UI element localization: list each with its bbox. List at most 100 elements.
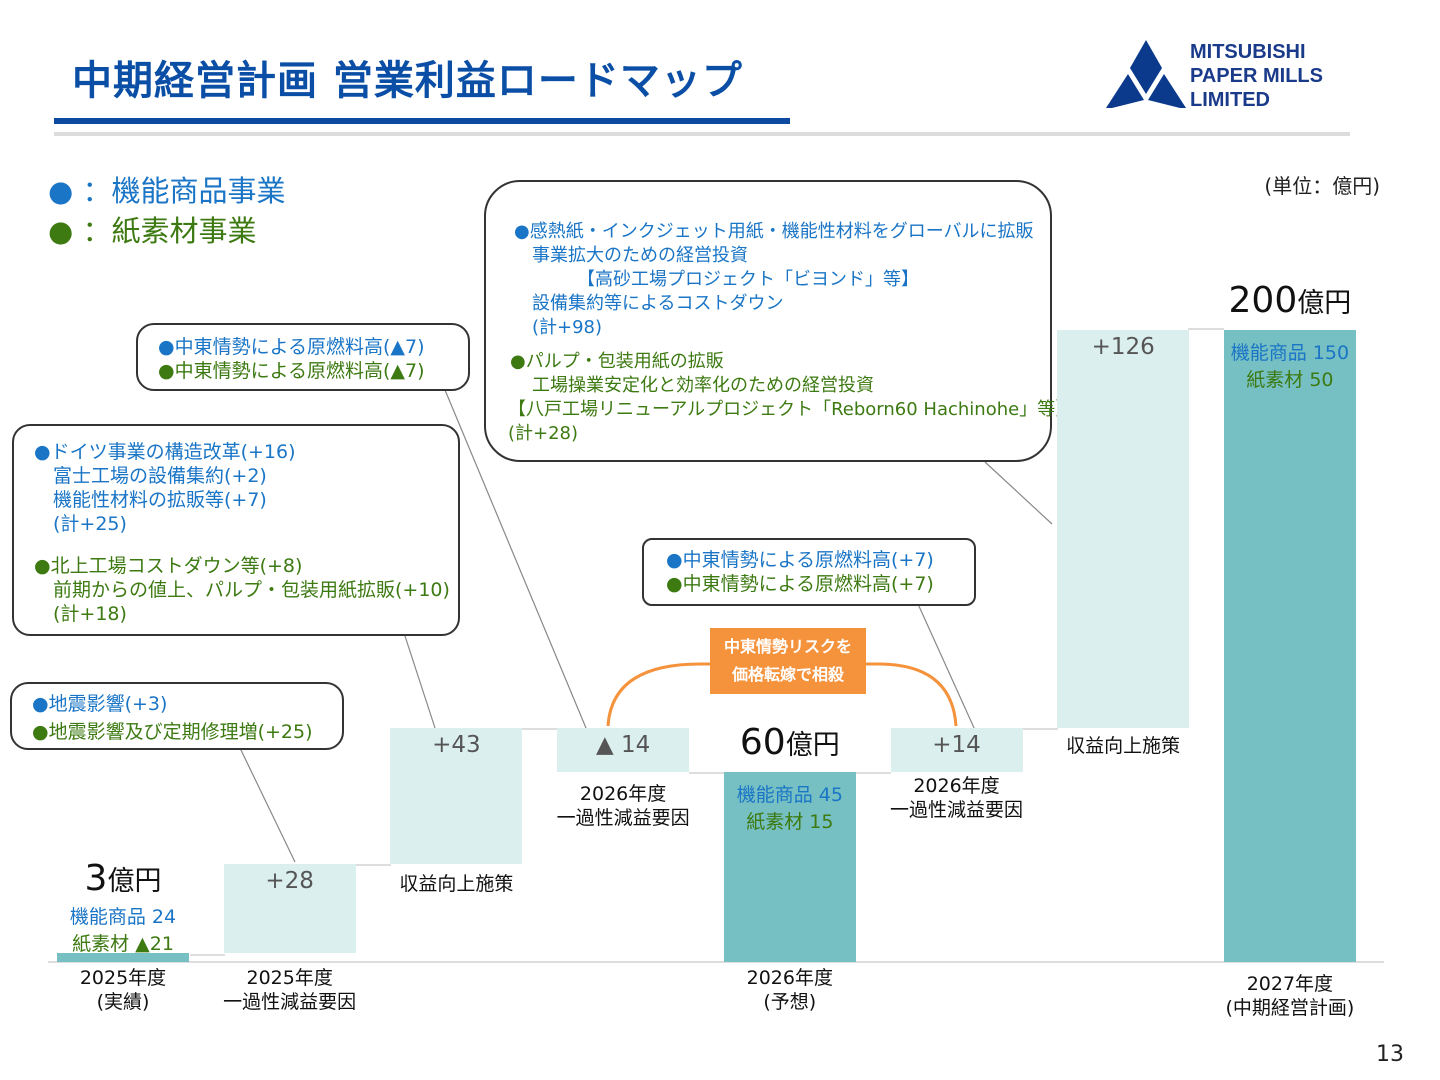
bar-delta-label: +28 [265, 868, 314, 895]
bar-delta [557, 728, 690, 773]
total-value-unit: 億円 [107, 866, 162, 897]
x-axis-label: 2025年度 (実績) [27, 966, 219, 1014]
bar-delta-label: +43 [432, 732, 481, 759]
x-axis-label: 2027年度 (中期経営計画) [1194, 972, 1386, 1020]
x-axis-label: 2026年度 一過性減益要因 [861, 774, 1053, 822]
callout-improvement-2026: ●ドイツ事業の構造改革(+16) 富士工場の設備集約(+2) 機能性材料の拡販等… [12, 424, 460, 636]
logo-diamond-left [1106, 74, 1144, 108]
title-underline [54, 118, 790, 124]
x-axis-label-line: 2027年度 [1246, 973, 1334, 995]
callout-line: ●パルプ・包装用紙の拡販 [510, 351, 724, 372]
callout-line: ●北上工場コストダウン等(+8) [34, 555, 303, 577]
legend-paper: ● ：紙素材事業 [48, 208, 257, 250]
callout-line: (計+25) [34, 513, 127, 535]
total-breakdown-blue: 機能商品 150 [1230, 342, 1350, 364]
total-value-number: 3 [84, 858, 108, 899]
total-value-label: 60億円 [704, 722, 876, 763]
x-axis-label-line: 2026年度 [746, 967, 833, 989]
connector-c1 [239, 747, 296, 863]
legend-marker-green: ● [48, 214, 74, 248]
callout-line: (計+28) [508, 423, 579, 444]
callout-line: 【八戸工場リニューアルプロジェクト「Reborn60 Hachinohe」等】 [508, 399, 1074, 420]
callout-earthquake: ●地震影響(+3) ●地震影響及び定期修理増(+25) [10, 682, 344, 750]
logo-line: PAPER MILLS [1190, 65, 1323, 87]
callout-line: ●ドイツ事業の構造改革(+16) [34, 441, 296, 463]
x-axis-label-line: (予想) [763, 991, 817, 1013]
callout-line: ●中東情勢による原燃料高(+7) [666, 573, 934, 595]
bar-delta-label: ▲ 14 [595, 732, 651, 759]
callout-line: 富士工場の設備集約(+2) [34, 465, 267, 487]
total-value-number: 60 [739, 722, 786, 764]
logo-line: MITSUBISHI [1190, 41, 1306, 63]
callout-line: 機能性材料の拡販等(+7) [34, 489, 267, 511]
callout-line: 設備集約等によるコストダウン [514, 293, 784, 314]
callout-line: ●中東情勢による原燃料高(▲7) [158, 336, 425, 358]
x-axis-label-line: 2026年度 [579, 783, 667, 805]
callout-line: 工場操業安定化と効率化のための経営投資 [514, 375, 874, 396]
x-axis-label-line: 2026年度 [913, 775, 1000, 797]
title-divider [54, 132, 1350, 136]
x-axis-label-line: 一過性減益要因 [223, 991, 357, 1013]
page-number: 13 [1376, 1042, 1404, 1067]
company-logo [1106, 40, 1186, 108]
callout-line: 事業拡大のための経営投資 [514, 245, 748, 266]
total-breakdown-green: 紙素材 50 [1246, 369, 1334, 391]
bar-delta [1057, 330, 1190, 729]
logo-diamond-right [1148, 74, 1186, 108]
bar-total [723, 772, 856, 962]
bar-total [57, 952, 189, 962]
x-axis-label-line: 2025年度 [246, 967, 333, 989]
risk-line: 中東情勢リスクを [723, 637, 852, 656]
callout-line: 前期からの値上、パルプ・包装用紙拡販(+10) [34, 579, 450, 601]
x-axis-label: 2026年度 一過性減益要因 [527, 782, 719, 830]
total-value-number: 200 [1228, 280, 1298, 321]
risk-arc [606, 662, 958, 727]
callout-line: (計+98) [514, 317, 603, 338]
total-breakdown-green: 紙素材 ▲21 [72, 933, 174, 955]
bar-delta [223, 864, 356, 953]
risk-line: 価格転嫁で相殺 [731, 665, 844, 684]
x-axis-label-line: 収益向上施策 [399, 873, 514, 895]
connector-c5 [917, 603, 976, 731]
bar-delta-label: +14 [932, 732, 981, 759]
legend-marker-blue: ● [48, 174, 74, 208]
page-title: 中期経営計画 営業利益ロードマップ [72, 58, 743, 104]
company-logo-text: MITSUBISHI PAPER MILLS LIMITED [1190, 40, 1323, 112]
callout-improvement-2027: ●感熱紙・インクジェット用紙・機能性材料をグローバルに拡販 事業拡大のための経営… [484, 180, 1074, 462]
callout-line: ●感熱紙・インクジェット用紙・機能性材料をグローバルに拡販 [514, 221, 1034, 242]
callout-fuel-cost-2026: ●中東情勢による原燃料高(▲7) ●中東情勢による原燃料高(▲7) [136, 323, 470, 391]
total-value-unit: 億円 [1297, 288, 1352, 319]
callout-line: 【高砂工場プロジェクト「ビヨンド」等】 [514, 269, 919, 290]
unit-label: (単位：億円) [1264, 174, 1380, 198]
bar-delta-label: +126 [1091, 334, 1155, 360]
x-axis-label-line: 収益向上施策 [1066, 735, 1181, 757]
bar-delta [890, 728, 1023, 773]
connector-c3 [444, 389, 587, 729]
total-breakdown-green: 紙素材 15 [746, 811, 834, 834]
x-axis-label: 収益向上施策 [1027, 734, 1219, 758]
callout-line: ●中東情勢による原燃料高(▲7) [158, 360, 425, 382]
bar-delta [390, 728, 523, 865]
x-axis-label-line: (実績) [96, 991, 150, 1013]
connector-c2 [404, 635, 436, 729]
total-value-label: 3億円 [37, 858, 209, 899]
total-breakdown-blue: 機能商品 24 [69, 906, 177, 928]
bar-total [1223, 330, 1356, 962]
connector-c4 [984, 461, 1053, 525]
total-value-label: 200億円 [1204, 280, 1376, 321]
x-axis-label: 2025年度 一過性減益要因 [194, 966, 386, 1014]
legend-label-paper: ：紙素材事業 [82, 214, 257, 248]
logo-diamond-top [1130, 40, 1162, 94]
total-value-unit: 億円 [785, 730, 840, 762]
callout-line: ●地震影響及び定期修理増(+25) [32, 721, 313, 743]
callout-line: ●地震影響(+3) [32, 693, 168, 715]
x-axis-label-line: 2025年度 [79, 967, 167, 989]
legend-functional: ● ：機能商品事業 [48, 168, 286, 210]
x-axis-label-line: 一過性減益要因 [556, 807, 690, 829]
callout-fuel-cost-2027: ●中東情勢による原燃料高(+7) ●中東情勢による原燃料高(+7) [642, 538, 976, 606]
logo-line: LIMITED [1190, 89, 1270, 111]
x-axis-label: 2026年度 (予想) [694, 966, 886, 1014]
total-breakdown-blue: 機能商品 45 [736, 784, 843, 807]
